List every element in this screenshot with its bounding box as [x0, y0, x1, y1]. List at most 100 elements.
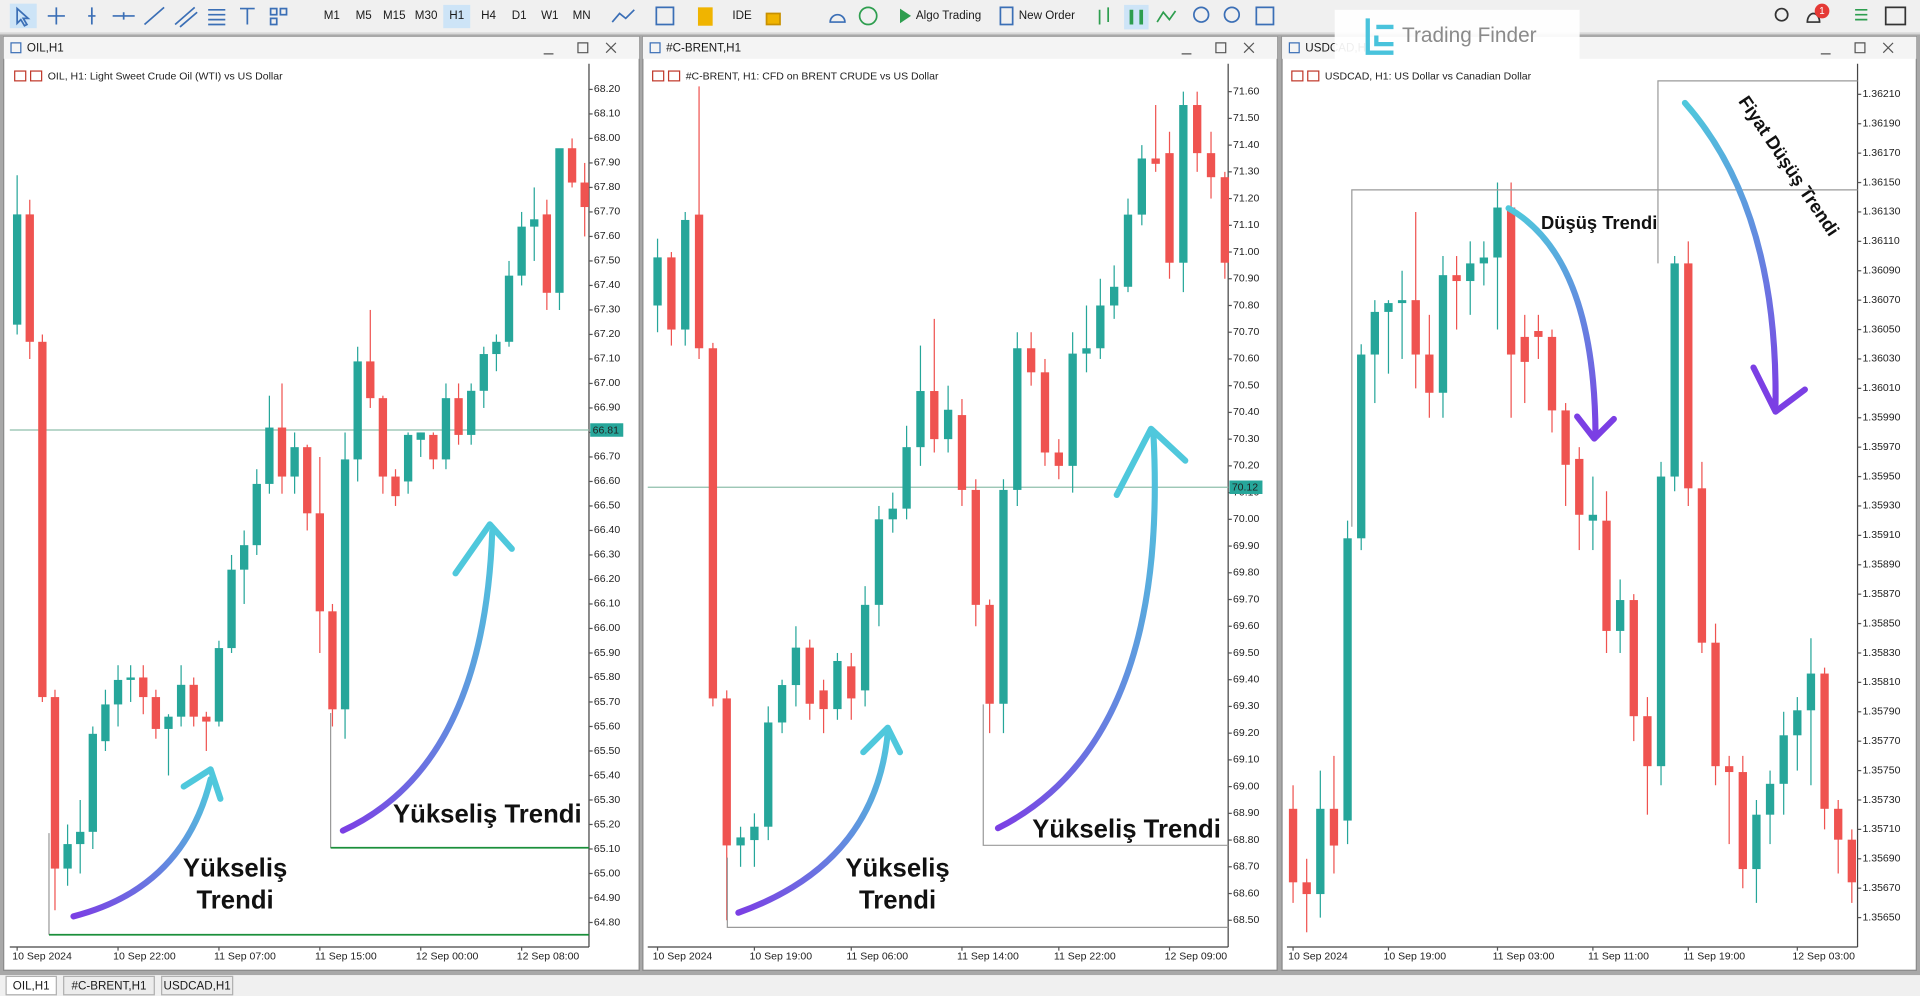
- cloud[interactable]: [829, 13, 846, 23]
- candle-body: [1013, 348, 1022, 490]
- lock[interactable]: [765, 12, 781, 26]
- market[interactable]: [697, 7, 713, 26]
- candle-body: [1697, 488, 1707, 643]
- candle-body: [38, 341, 47, 698]
- line-chart[interactable]: [1156, 10, 1177, 23]
- arrow-head: [1750, 364, 1808, 415]
- arrow-head: [1574, 413, 1617, 442]
- tab[interactable]: [161, 975, 234, 996]
- zoom-out[interactable]: [1223, 6, 1241, 23]
- candle-body: [847, 666, 856, 699]
- y-tick-label: 1.35950: [1862, 470, 1900, 482]
- tool-icons: [9, 3, 1907, 30]
- chart-header: #C-BRENT, H1: CFD on BRENT CRUDE vs US D…: [686, 70, 939, 82]
- candle-chart-active[interactable]: [1124, 4, 1149, 30]
- window-controls[interactable]: [1820, 42, 1894, 55]
- candle-body: [1179, 105, 1188, 263]
- tile[interactable]: [1255, 6, 1275, 26]
- algo-trading-button[interactable]: Algo Trading: [916, 9, 981, 22]
- notifications[interactable]: [1806, 12, 1821, 23]
- y-tick-label: 67.10: [594, 353, 620, 365]
- candle-body: [1847, 839, 1856, 883]
- candle-body: [252, 483, 261, 546]
- y-tick-label: 1.35970: [1862, 441, 1900, 453]
- vps[interactable]: [858, 6, 878, 26]
- y-tick-label: 66.50: [594, 500, 620, 512]
- channel-tool[interactable]: [174, 6, 198, 28]
- text-tool[interactable]: [240, 7, 255, 25]
- bars-chart[interactable]: [1098, 7, 1110, 25]
- candle-body: [860, 604, 870, 691]
- candle-body: [227, 569, 236, 649]
- y-tick-label: 1.36070: [1862, 294, 1900, 306]
- x-tick-label: 11 Sep 03:00: [1493, 951, 1555, 963]
- vline-tool[interactable]: [88, 7, 96, 25]
- candle-body: [1329, 808, 1339, 846]
- chart-type[interactable]: [611, 9, 635, 23]
- window-controls[interactable]: [543, 42, 617, 55]
- candle-body: [1411, 300, 1420, 355]
- candle-body: [1684, 263, 1693, 489]
- timeframe-button[interactable]: M15: [383, 9, 406, 22]
- timeframe-button[interactable]: M5: [356, 9, 372, 22]
- y-tick-label: 67.50: [594, 255, 620, 267]
- hline-tool[interactable]: [112, 12, 135, 20]
- y-tick-label: 70.90: [1233, 273, 1259, 285]
- annotation: Yükseliş Trendi: [1032, 815, 1221, 843]
- object-lines: [1351, 80, 1858, 527]
- candle-body: [151, 697, 161, 729]
- candle-body: [653, 257, 662, 306]
- candle-body: [1082, 348, 1091, 354]
- crosshair-tool[interactable]: [47, 7, 65, 25]
- tab-label: #C-BRENT,H1: [72, 979, 147, 992]
- y-tick-label: 67.30: [594, 304, 620, 316]
- window-title: #C-BRENT,H1: [666, 41, 741, 54]
- candle-body: [833, 660, 842, 710]
- zoom-in[interactable]: [1193, 6, 1210, 23]
- shapes-tool[interactable]: [269, 7, 278, 16]
- candle-body: [1752, 814, 1761, 870]
- y-tick-label: 71.60: [1233, 85, 1259, 97]
- y-tick-label: 68.50: [1233, 914, 1259, 926]
- timeframe-button[interactable]: W1: [541, 9, 558, 22]
- y-tick-label: 69.50: [1233, 647, 1259, 659]
- search[interactable]: [1774, 7, 1789, 22]
- candle-body: [1054, 452, 1063, 466]
- tab[interactable]: [5, 975, 57, 996]
- timeframe-button[interactable]: H4: [481, 9, 496, 22]
- new-order-button[interactable]: New Order: [1019, 9, 1075, 22]
- timeframe-button[interactable]: M1: [324, 9, 340, 22]
- candle-body: [1479, 257, 1489, 264]
- y-tick-label: 70.30: [1233, 433, 1259, 445]
- templates[interactable]: [655, 6, 675, 26]
- y-tick-label: 1.35810: [1862, 676, 1900, 688]
- window-controls[interactable]: [1181, 42, 1255, 55]
- tab[interactable]: [63, 975, 155, 996]
- order-icon: [999, 6, 1014, 26]
- signal[interactable]: [1855, 8, 1868, 21]
- timeframe-button[interactable]: MN: [573, 9, 591, 22]
- candle-body: [750, 826, 759, 841]
- y-tick-label: 1.35990: [1862, 412, 1900, 424]
- y-tick-label: 66.70: [594, 451, 620, 463]
- candle-body: [290, 447, 299, 477]
- candle-body: [1643, 716, 1652, 767]
- annotation: Yükseliş Trendi: [393, 801, 582, 829]
- timeframe-button[interactable]: M30: [415, 9, 438, 22]
- candle-body: [429, 434, 438, 460]
- y-tick-label: 66.60: [594, 475, 620, 487]
- timeframe-button[interactable]: D1: [512, 9, 527, 22]
- trendline-tool[interactable]: [143, 6, 165, 26]
- candle-body: [1738, 772, 1747, 870]
- ide-button[interactable]: IDE: [732, 9, 752, 22]
- window-frame: [3, 36, 640, 971]
- fibo-tool[interactable]: [208, 8, 226, 26]
- y-tick-label: 70.50: [1233, 379, 1259, 391]
- timeframe-button[interactable]: H1: [449, 9, 464, 22]
- candle-body: [139, 677, 148, 698]
- candle-body: [126, 677, 135, 680]
- x-tick-label: 11 Sep 19:00: [1683, 951, 1745, 963]
- candle-body: [1656, 476, 1666, 767]
- candle-body: [1547, 336, 1557, 411]
- account[interactable]: [1884, 6, 1907, 26]
